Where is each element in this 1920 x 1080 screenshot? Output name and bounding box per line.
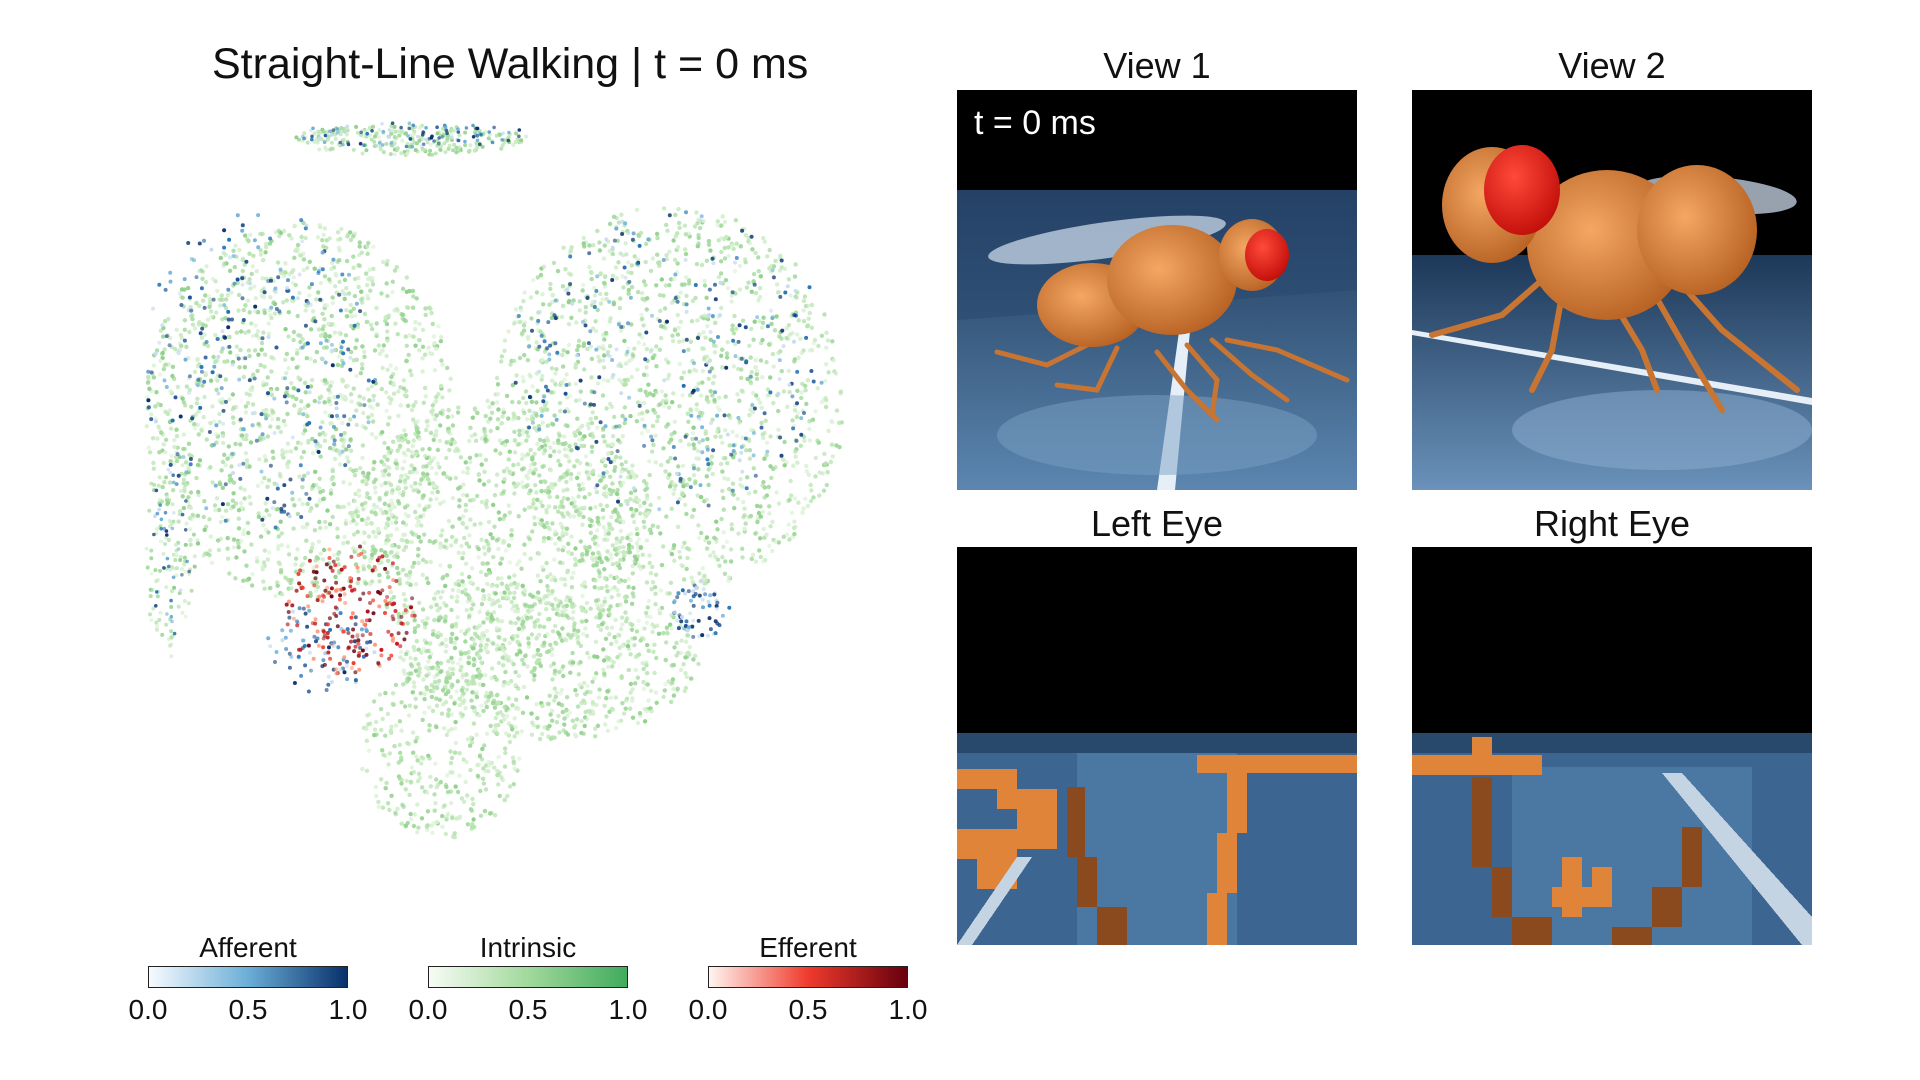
view2-title: View 2 (1558, 45, 1666, 86)
view1-render: t = 0 ms (957, 90, 1357, 490)
right-eye-render (1412, 547, 1812, 945)
intrinsic-tick-min: 0.0 (408, 994, 448, 1025)
afferent-label: Afferent (199, 932, 297, 963)
efferent-colorbar (708, 966, 908, 988)
intrinsic-tick-max: 1.0 (608, 994, 648, 1025)
left-eye-title: Left Eye (1090, 503, 1224, 544)
efferent-tick-max: 1.0 (888, 994, 928, 1025)
efferent-tick-mid: 0.5 (788, 994, 828, 1025)
left-eye-render (957, 547, 1357, 945)
left-eye-pixel-view (957, 733, 1357, 945)
right-eye-title: Right Eye (1533, 503, 1691, 544)
intrinsic-tick-mid: 0.5 (508, 994, 548, 1025)
right-eye-pixel-view (1412, 733, 1812, 945)
afferent-tick-max: 1.0 (328, 994, 368, 1025)
view1-title: View 1 (1103, 45, 1211, 86)
afferent-tick-mid: 0.5 (228, 994, 268, 1025)
view1-fly-illustration (957, 190, 1357, 490)
efferent-label: Efferent (759, 932, 857, 963)
main-title: Straight-Line Walking | t = 0 ms (212, 40, 809, 88)
intrinsic-colorbar (428, 966, 628, 988)
time-overlay: t = 0 ms (974, 104, 1096, 142)
scatter-canvas (144, 121, 844, 840)
efferent-tick-min: 0.0 (688, 994, 728, 1025)
afferent-colorbar (148, 966, 348, 988)
afferent-tick-min: 0.0 (128, 994, 168, 1025)
view2-fly-illustration (1412, 145, 1812, 490)
view2-render (1412, 90, 1812, 490)
intrinsic-label: Intrinsic (479, 932, 577, 963)
neuron-activity-scatter (110, 110, 930, 940)
neuron-points (144, 121, 844, 840)
